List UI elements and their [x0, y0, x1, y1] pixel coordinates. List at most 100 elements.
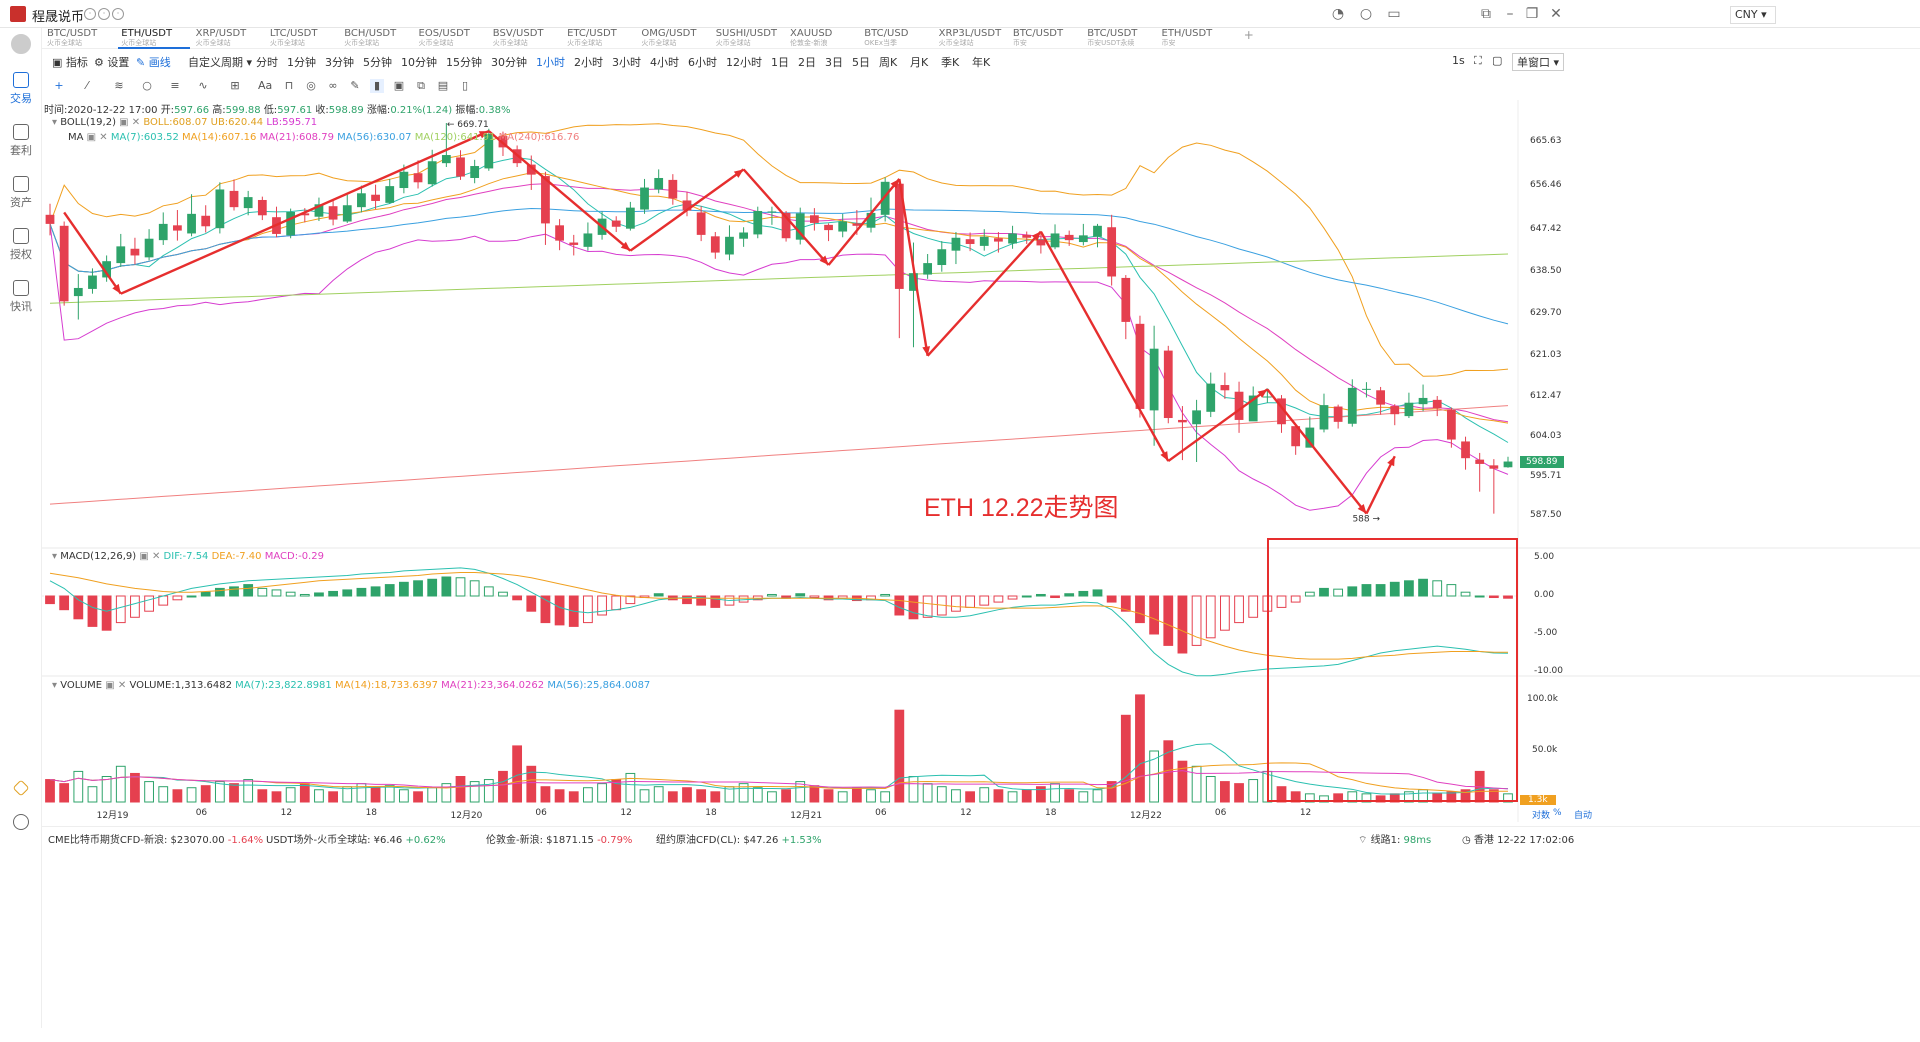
- period-年K[interactable]: 年K: [972, 56, 991, 69]
- sidebar: 交易 套利 资产 授权 快讯: [0, 28, 42, 1028]
- tab-sushi-usdt[interactable]: SUSHI/USDT 火币全球站: [713, 28, 785, 49]
- period-2日[interactable]: 2日: [798, 56, 816, 69]
- tab-name: SUSHI/USDT: [715, 28, 778, 39]
- macd-bar: [285, 591, 296, 597]
- parallel-icon[interactable]: ≡: [170, 79, 180, 92]
- bell-icon[interactable]: ◔: [1331, 6, 1345, 22]
- network-status: ⌔ 线路1: 98ms: [1358, 835, 1432, 846]
- tab-bsv-usdt[interactable]: BSV/USDT 火币全球站: [490, 28, 562, 49]
- volume-bar: [59, 783, 70, 803]
- change-value: 0.21%(1.24): [390, 105, 453, 116]
- copy-icon[interactable]: ⧉: [417, 79, 425, 92]
- tab-btc-usdt[interactable]: BTC/USDT 火币全球站: [44, 28, 116, 49]
- tab-btc-usdt[interactable]: BTC/USDT 币安: [1010, 28, 1082, 49]
- fib-icon[interactable]: ≋: [114, 79, 124, 92]
- sidebar-item-arbitrage[interactable]: 套利: [4, 124, 38, 158]
- close-button[interactable]: ✕: [1550, 6, 1562, 22]
- window-mode-select[interactable]: 单窗口 ▾: [1512, 53, 1565, 71]
- volume-value: VOLUME:1,313.6482: [129, 680, 232, 691]
- search-icon[interactable]: ○: [1359, 6, 1373, 22]
- new-window-icon[interactable]: ⧉: [1481, 6, 1491, 22]
- restore-button[interactable]: ❐: [1525, 6, 1539, 22]
- pattern-icon[interactable]: ∿: [198, 79, 208, 92]
- interval-label[interactable]: 1s: [1452, 54, 1465, 67]
- gift-icon[interactable]: ▭: [1387, 6, 1401, 22]
- indicators-button[interactable]: ▣ 指标: [52, 56, 88, 69]
- pen-icon[interactable]: ✎: [350, 79, 360, 92]
- trend-line-icon[interactable]: ⁄: [86, 79, 88, 92]
- custom-period-select[interactable]: 自定义周期 ▾: [188, 56, 253, 69]
- candle: [173, 225, 182, 231]
- period-5分钟[interactable]: 5分钟: [363, 56, 392, 69]
- tab-xrp-usdt[interactable]: XRP/USDT 火币全球站: [193, 28, 265, 49]
- currency-value: CNY: [1735, 8, 1758, 21]
- period-5日[interactable]: 5日: [852, 56, 870, 69]
- settings-button[interactable]: ⚙ 设置: [94, 56, 130, 69]
- status-ticker[interactable]: CME比特币期货CFD-新浪: $23070.00 -1.64%: [48, 831, 263, 846]
- crosshair-icon[interactable]: +: [54, 79, 64, 92]
- link-icon[interactable]: ∞: [328, 79, 338, 92]
- tab-xrp3l-usdt[interactable]: XRP3L/USDT 火币全球站: [936, 28, 1008, 49]
- screenshot-icon[interactable]: ▢: [1492, 54, 1503, 67]
- tab-eos-usdt[interactable]: EOS/USDT 火币全球站: [416, 28, 488, 49]
- tab-bch-usdt[interactable]: BCH/USDT 火币全球站: [341, 28, 413, 49]
- visibility-icon[interactable]: ▮: [370, 79, 384, 93]
- currency-select[interactable]: CNY ▾: [1730, 6, 1776, 24]
- period-12小时[interactable]: 12小时: [726, 56, 762, 69]
- period-30分钟[interactable]: 30分钟: [491, 56, 527, 69]
- period-季K[interactable]: 季K: [941, 56, 960, 69]
- draw-button[interactable]: ✎ 画线: [136, 56, 171, 69]
- period-1分钟[interactable]: 1分钟: [287, 56, 316, 69]
- macd-bar: [398, 581, 409, 597]
- tab-eth-usdt[interactable]: ETH/USDT 火币全球站: [118, 28, 191, 49]
- status-ticker[interactable]: USDT场外-火币全球站: ¥6.46 +0.62%: [266, 831, 446, 846]
- add-tab-button[interactable]: +: [1243, 28, 1254, 42]
- settings-icon[interactable]: [4, 814, 38, 832]
- period-10分钟[interactable]: 10分钟: [401, 56, 437, 69]
- volume-bar: [866, 789, 876, 803]
- tab-eth-usdt[interactable]: ETH/USDT 币安: [1159, 28, 1231, 49]
- text-icon[interactable]: Aa: [258, 79, 273, 92]
- candle: [357, 193, 366, 208]
- tab-source: 火币全球站: [269, 39, 305, 47]
- period-4小时[interactable]: 4小时: [650, 56, 679, 69]
- trash-icon[interactable]: ▯: [461, 79, 469, 92]
- pin-icon[interactable]: ·: [84, 8, 96, 20]
- ellipse-icon[interactable]: ○: [142, 79, 152, 92]
- volume-name: VOLUME: [60, 680, 103, 691]
- tab-omg-usdt[interactable]: OMG/USDT 火币全球站: [638, 28, 710, 49]
- user-avatar[interactable]: [4, 34, 38, 56]
- eye-icon[interactable]: ◎: [306, 79, 316, 92]
- magnet-icon[interactable]: ⊓: [284, 79, 294, 92]
- measure-icon[interactable]: ⊞: [230, 79, 240, 92]
- lock-icon[interactable]: ▣: [393, 79, 405, 92]
- period-1日[interactable]: 1日: [771, 56, 789, 69]
- sidebar-item-assets[interactable]: 资产: [4, 176, 38, 210]
- tab-ltc-usdt[interactable]: LTC/USDT 火币全球站: [267, 28, 339, 49]
- clock-icon[interactable]: ·: [112, 8, 124, 20]
- period-月K[interactable]: 月K: [910, 56, 929, 69]
- status-ticker[interactable]: 伦敦金-新浪: $1871.15 -0.79%: [486, 831, 632, 846]
- tab-btc-usd[interactable]: BTC/USD OKEx当季: [861, 28, 933, 49]
- period-2小时[interactable]: 2小时: [574, 56, 603, 69]
- sidebar-item-authorize[interactable]: 授权: [4, 228, 38, 262]
- period-3日[interactable]: 3日: [825, 56, 843, 69]
- period-15分钟[interactable]: 15分钟: [446, 56, 482, 69]
- period-1小时[interactable]: 1小时: [536, 56, 565, 69]
- layers-icon[interactable]: ▤: [437, 79, 449, 92]
- sidebar-item-trade[interactable]: 交易: [4, 72, 38, 106]
- fullscreen-icon[interactable]: ⛶: [1474, 54, 1482, 67]
- period-6小时[interactable]: 6小时: [688, 56, 717, 69]
- period-3分钟[interactable]: 3分钟: [325, 56, 354, 69]
- period-周K[interactable]: 周K: [879, 56, 898, 69]
- status-ticker[interactable]: 纽约原油CFD(CL): $47.26 +1.53%: [656, 831, 822, 846]
- tab-etc-usdt[interactable]: ETC/USDT 火币全球站: [564, 28, 636, 49]
- tab-xauusd[interactable]: XAUUSD 伦敦金-新浪: [787, 28, 859, 49]
- sidebar-item-news[interactable]: 快讯: [4, 280, 38, 314]
- minimize-button[interactable]: –: [1506, 6, 1514, 22]
- refresh-icon[interactable]: ·: [98, 8, 110, 20]
- period-分时[interactable]: 分时: [256, 56, 278, 69]
- period-3小时[interactable]: 3小时: [612, 56, 641, 69]
- tab-btc-usdt[interactable]: BTC/USDT 币安USDT永续: [1084, 28, 1156, 49]
